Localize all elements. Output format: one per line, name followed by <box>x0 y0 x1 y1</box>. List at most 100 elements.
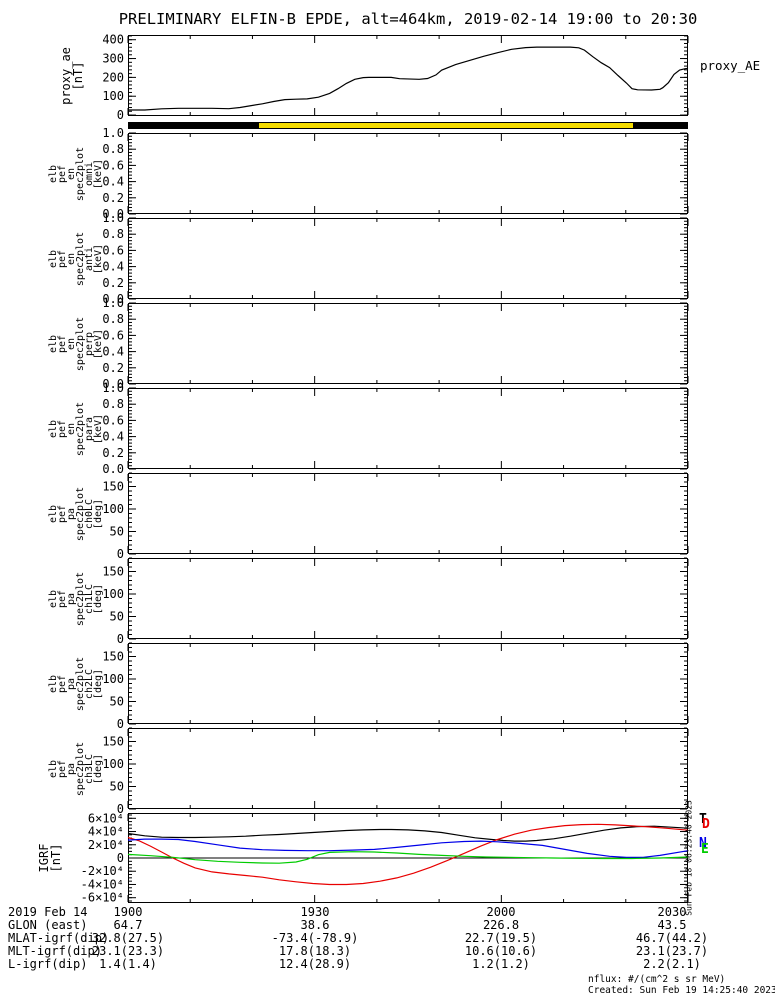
panel-label-igrf: IGRF [nT] <box>37 843 63 873</box>
footer-cell: 23.1(23.3) <box>91 944 165 958</box>
y-tick-label: 150 <box>102 735 124 749</box>
y-tick-label: 0.2 <box>102 446 124 460</box>
panel-label-en-spec2plot-anti: elb pef en spec2plot anti [keV] <box>48 231 104 286</box>
series-N <box>127 838 689 858</box>
y-tick-label: -6×10⁴ <box>81 891 124 905</box>
y-tick-label: 0.0 <box>102 207 124 221</box>
y-tick-label: -2×10⁴ <box>81 864 124 878</box>
status-bar-segment <box>259 123 634 128</box>
y-tick-label: 0.4 <box>102 260 124 274</box>
panel-label-en-spec2plot-para: elb pef en spec2plot para [keV] <box>48 401 104 456</box>
y-tick-label: 0.0 <box>102 292 124 306</box>
footer-cell: 1.2(1.2) <box>472 957 530 971</box>
x-tick-label: 1900 <box>113 905 143 919</box>
y-tick-label: 0.0 <box>102 462 124 476</box>
y-tick-label: 0 <box>117 717 124 731</box>
y-tick-label: 200 <box>102 70 124 84</box>
y-tick-label: 100 <box>102 89 124 103</box>
panel-label-en-spec2plot-perp: elb pef en spec2plot perp [keV] <box>48 316 104 371</box>
y-tick-label: 0.4 <box>102 175 124 189</box>
footer-date-label: 2019 Feb 14 <box>8 905 88 919</box>
y-tick-label: 0.4 <box>102 430 124 444</box>
status-bar <box>128 122 688 129</box>
panel-label-pa-spec2plot-ch1lc: elb pef pa spec2plot ch1LC [deg] <box>48 571 104 626</box>
y-tick-label: 100 <box>102 672 124 686</box>
y-tick-label: 400 <box>102 33 124 47</box>
panel-label-en-spec2plot-omni: elb pef en spec2plot omni [keV] <box>48 146 104 201</box>
footer-cell: 64.7 <box>113 918 143 932</box>
footer-cell: 22.7(19.5) <box>464 931 538 945</box>
footer-cell: 38.6 <box>300 918 330 932</box>
y-tick-label: 100 <box>102 587 124 601</box>
y-tick-label: 0.2 <box>102 276 124 290</box>
x-tick-label: 2030 <box>657 905 687 919</box>
panel-label-pa-spec2plot-ch2lc: elb pef pa spec2plot ch2LC [deg] <box>48 656 104 711</box>
y-tick-label: 150 <box>102 650 124 664</box>
footer-cell: 32.8(27.5) <box>91 931 165 945</box>
footer-cell: 1.4(1.4) <box>99 957 157 971</box>
y-tick-label: 0.8 <box>102 227 124 241</box>
y-tick-label: 0.6 <box>102 328 124 342</box>
y-tick-label: 0 <box>117 108 124 122</box>
footer-cell: 226.8 <box>482 918 520 932</box>
status-bar-segment <box>128 123 260 128</box>
y-tick-label: 0.8 <box>102 142 124 156</box>
side-timestamp: Sun Feb 18 06:23:40 2023 <box>684 800 694 916</box>
y-tick-label: 0.8 <box>102 397 124 411</box>
panel-pa-spec2plot-ch1lc: 0 50 100 150 <box>102 557 689 646</box>
legend-D: D <box>702 817 710 832</box>
legend-N: N <box>699 836 707 851</box>
panel-label-pa-spec2plot-ch0lc: elb pef pa spec2plot ch0LC [deg] <box>48 486 104 541</box>
y-tick-label: 0.6 <box>102 413 124 427</box>
panel-en-spec2plot-anti: 0.0 0.2 0.4 0.6 0.8 1.0 <box>102 211 689 306</box>
y-tick-label: 0.4 <box>102 345 124 359</box>
series-D <box>127 823 689 886</box>
footer-row-label: MLAT-igrf(dip) <box>8 931 110 945</box>
x-tick-label: 2000 <box>486 905 516 919</box>
status-bar-segment <box>633 123 688 128</box>
x-tick-label: 1930 <box>300 905 330 919</box>
footer-cell: 10.6(10.6) <box>464 944 538 958</box>
y-tick-label: 0.8 <box>102 312 124 326</box>
footer-cell: 46.7(44.2) <box>635 931 709 945</box>
panel-pa-spec2plot-ch0lc: 0 50 100 150 <box>102 472 689 561</box>
y-tick-label: 0.6 <box>102 243 124 257</box>
y-tick-label: 0 <box>117 851 124 865</box>
y-tick-label: 0 <box>117 632 124 646</box>
created-note: Created: Sun Feb 19 14:25:40 2023 <box>588 985 775 996</box>
footer-row-label: MLT-igrf(dip) <box>8 944 102 958</box>
y-tick-label: -4×10⁴ <box>81 877 124 891</box>
y-tick-label: 1.0 <box>102 211 124 225</box>
y-tick-label: 1.0 <box>102 296 124 310</box>
panel-en-spec2plot-perp: 0.0 0.2 0.4 0.6 0.8 1.0 <box>102 296 689 391</box>
panel-en-spec2plot-para: 0.0 0.2 0.4 0.6 0.8 1.0 <box>102 381 689 476</box>
y-tick-label: 50 <box>110 525 124 539</box>
panel-label-pa-spec2plot-ch3lc: elb pef pa spec2plot ch3LC [deg] <box>48 741 104 796</box>
y-tick-label: 150 <box>102 565 124 579</box>
y-tick-label: 6×10⁴ <box>88 811 124 825</box>
series-T <box>127 825 689 842</box>
y-tick-label: 4×10⁴ <box>88 825 124 839</box>
proxy-ae-right-label: proxy_AE <box>700 58 761 73</box>
y-tick-label: 50 <box>110 695 124 709</box>
y-tick-label: 2×10⁴ <box>88 838 124 852</box>
y-tick-label: 100 <box>102 502 124 516</box>
footer-cell: 43.5 <box>657 918 687 932</box>
y-tick-label: 150 <box>102 480 124 494</box>
y-tick-label: 0.6 <box>102 158 124 172</box>
y-tick-label: 100 <box>102 757 124 771</box>
y-tick-label: 0.0 <box>102 377 124 391</box>
footer-cell: 17.8(18.3) <box>278 944 352 958</box>
page-title: PRELIMINARY ELFIN-B EPDE, alt=464km, 201… <box>118 10 698 28</box>
panel-proxy-ae: 0 100 200 300 400 <box>102 33 689 122</box>
y-tick-label: 1.0 <box>102 126 124 140</box>
panel-label-proxy-ae: proxy_ae [nT] <box>59 46 85 105</box>
footer-cell: 23.1(23.7) <box>635 944 709 958</box>
legend-T: T <box>699 812 707 827</box>
y-tick-label: 0 <box>117 802 124 816</box>
footer-cell: 12.4(28.9) <box>278 957 352 971</box>
y-tick-label: 0 <box>117 547 124 561</box>
y-tick-label: 50 <box>110 780 124 794</box>
panel-en-spec2plot-omni: 0.0 0.2 0.4 0.6 0.8 1.0 <box>102 126 689 221</box>
